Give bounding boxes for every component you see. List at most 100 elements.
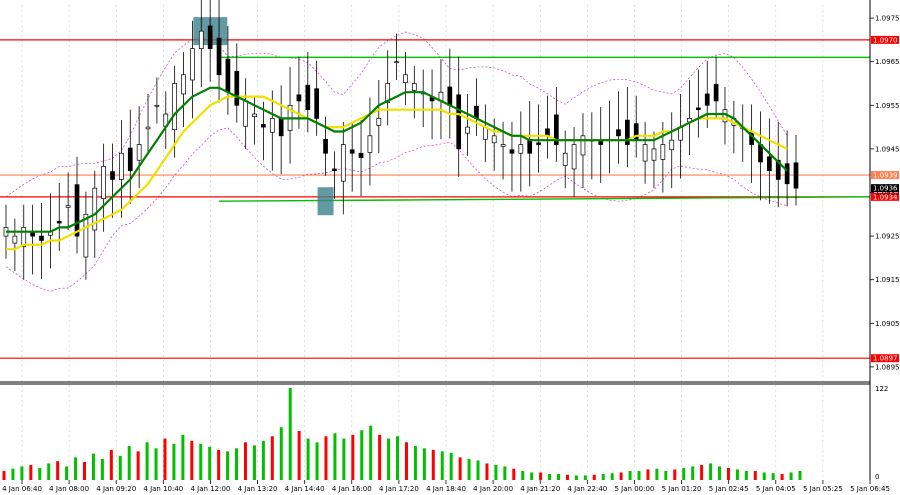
volume-bar bbox=[47, 463, 51, 480]
candle-body bbox=[385, 83, 391, 104]
candles bbox=[3, 0, 799, 280]
volume-bar bbox=[735, 469, 739, 480]
candle-body bbox=[278, 118, 284, 137]
volume-bar bbox=[82, 461, 86, 480]
volume-bar bbox=[592, 474, 596, 480]
volume-bar bbox=[100, 458, 104, 480]
volume-bar bbox=[682, 467, 686, 480]
volume-bar bbox=[297, 430, 301, 480]
candle-body bbox=[536, 142, 541, 145]
candle-body bbox=[651, 148, 657, 161]
volume-bar bbox=[235, 448, 239, 480]
candle-body bbox=[332, 168, 337, 172]
volume-bar bbox=[163, 438, 167, 480]
time-label: 4 Jan 18:40 bbox=[426, 485, 466, 493]
candle-body bbox=[101, 165, 106, 199]
price-label: 1.0935 bbox=[875, 189, 900, 197]
time-label: 4 Jan 17:20 bbox=[379, 485, 419, 493]
volume-bars bbox=[2, 388, 802, 480]
candle-body bbox=[190, 48, 195, 81]
volume-bar bbox=[118, 455, 122, 480]
volume-bar bbox=[288, 388, 292, 480]
price-label: 1.0925 bbox=[875, 233, 900, 241]
moving-averages bbox=[6, 86, 788, 251]
candle-body bbox=[696, 107, 701, 111]
candle-body bbox=[358, 152, 364, 158]
volume-bar bbox=[29, 464, 33, 480]
price-label: 1.0895 bbox=[875, 363, 900, 371]
time-label: 4 Jan 20:00 bbox=[473, 485, 513, 493]
volume-bar bbox=[700, 464, 704, 480]
volume-bar bbox=[521, 470, 525, 480]
volume-bar bbox=[2, 470, 6, 480]
candle-body bbox=[500, 144, 506, 147]
volume-bar bbox=[20, 466, 24, 480]
candle-body bbox=[376, 118, 382, 126]
volume-bar bbox=[127, 446, 131, 480]
candle-body bbox=[562, 152, 568, 166]
volume-bar bbox=[181, 434, 185, 480]
candle-body bbox=[660, 144, 666, 160]
volume-bar bbox=[503, 466, 507, 480]
candle-body bbox=[704, 93, 710, 106]
time-label: 4 Jan 14:40 bbox=[285, 485, 325, 493]
candle-body bbox=[642, 144, 648, 162]
volume-bar bbox=[199, 443, 203, 480]
current-price-label: 1.0936 bbox=[873, 185, 898, 193]
candle-body bbox=[127, 147, 133, 172]
candle-body bbox=[252, 113, 257, 117]
volume-bar bbox=[673, 469, 677, 480]
volume-bar bbox=[431, 449, 435, 480]
candle-body bbox=[367, 135, 373, 153]
volume-bar bbox=[65, 466, 69, 480]
volume-bar bbox=[270, 436, 274, 480]
candle-body bbox=[243, 100, 249, 127]
volume-bar bbox=[548, 473, 552, 480]
highlight-box bbox=[317, 187, 334, 216]
volume-bar bbox=[279, 427, 283, 480]
time-label: 4 Jan 22:40 bbox=[567, 485, 607, 493]
volume-bar bbox=[243, 442, 247, 480]
volume-bar bbox=[539, 472, 543, 480]
volume-bar bbox=[798, 470, 802, 480]
volume-max-label: 122 bbox=[875, 385, 888, 393]
candle-body bbox=[669, 139, 675, 151]
candle-body bbox=[136, 144, 142, 161]
candle-body bbox=[616, 129, 621, 137]
volume-bar bbox=[744, 470, 748, 480]
price-label: 1.0975 bbox=[875, 15, 900, 23]
candle-body bbox=[793, 162, 799, 189]
level-label-bg bbox=[871, 192, 899, 201]
time-label: 4 Jan 13:20 bbox=[238, 485, 278, 493]
candle-body bbox=[119, 152, 124, 180]
volume-bar bbox=[261, 440, 265, 480]
volume-bar bbox=[306, 438, 310, 480]
price-axis: 1.0975 1.0965 1.0955 1.0945 1.0935 1.0925 1.09… bbox=[870, 15, 900, 481]
candle-body bbox=[305, 84, 311, 111]
candle-body bbox=[56, 220, 62, 224]
volume-bar bbox=[583, 475, 587, 480]
volume-bar bbox=[413, 446, 417, 480]
candle-body bbox=[39, 235, 44, 241]
volume-bar bbox=[252, 445, 256, 480]
volume-bar bbox=[208, 446, 212, 480]
yellow-moving-average bbox=[6, 95, 788, 251]
time-label: 4 Jan 10:40 bbox=[143, 485, 183, 493]
level-label: 1.0970 bbox=[873, 36, 898, 44]
volume-bar bbox=[226, 451, 230, 480]
volume-bar bbox=[709, 463, 713, 480]
volume-bar bbox=[315, 442, 319, 480]
volume-bar bbox=[74, 457, 78, 480]
volume-bar bbox=[467, 458, 471, 480]
volume-bar bbox=[726, 467, 730, 480]
volume-bar bbox=[378, 434, 382, 480]
time-label: 5 Jan 00:00 bbox=[615, 485, 655, 493]
candle-body bbox=[216, 37, 222, 76]
candle-body bbox=[12, 235, 18, 244]
volume-bar bbox=[628, 470, 632, 480]
volume-bar bbox=[494, 464, 498, 480]
volume-bar bbox=[109, 449, 113, 480]
candle-body bbox=[269, 118, 275, 133]
volume-bar bbox=[369, 425, 373, 480]
time-label: 5 Jan 04:05 bbox=[756, 485, 796, 493]
